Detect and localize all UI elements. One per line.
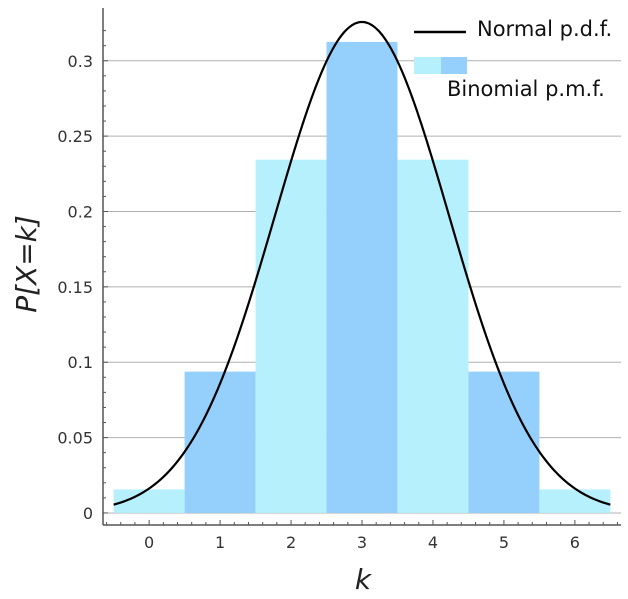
pmf-bar-4 <box>397 159 469 513</box>
x-tick-label-1: 1 <box>215 533 225 552</box>
y-tick-label-4: 0.2 <box>68 202 93 221</box>
pmf-bar-3 <box>326 41 398 513</box>
legend-bar-label: Binomial p.m.f. <box>447 77 605 101</box>
y-tick-label-3: 0.15 <box>57 278 93 297</box>
legend-bar-swatch-dark <box>441 57 467 74</box>
y-tick-label-6: 0.3 <box>68 52 93 71</box>
pmf-bar-2 <box>255 159 327 513</box>
pmf-bars <box>113 41 611 513</box>
legend-line-label: Normal p.d.f. <box>477 17 612 41</box>
x-tick-label-2: 2 <box>286 533 296 552</box>
axes <box>102 8 621 526</box>
y-axis-title: P[X=k] <box>10 215 43 313</box>
x-tick-label-3: 3 <box>357 533 367 552</box>
pmf-bar-0 <box>113 489 185 513</box>
x-tick-label-5: 5 <box>499 533 509 552</box>
y-tick-label-5: 0.25 <box>57 127 93 146</box>
pmf-bar-5 <box>468 371 540 513</box>
y-tick-label-0: 0 <box>83 504 93 523</box>
y-tick-label-2: 0.1 <box>68 353 93 372</box>
legend: Normal p.d.f. Binomial p.m.f. <box>414 17 612 101</box>
legend-bar-swatch-light <box>414 57 441 74</box>
pmf-bar-6 <box>539 489 611 513</box>
normal-pdf-curve <box>113 20 611 506</box>
pdf-curve-group <box>113 20 611 506</box>
pmf-bar-1 <box>184 371 256 513</box>
y-tick-label-1: 0.05 <box>57 429 93 448</box>
x-tick-label-4: 4 <box>428 533 438 552</box>
tick-labels: 0 1 2 3 4 5 6 0 0.05 0.1 0.15 0.2 0.25 0.3 <box>57 52 580 552</box>
x-axis-title: k <box>355 563 373 596</box>
x-tick-label-6: 6 <box>570 533 580 552</box>
x-tick-label-0: 0 <box>144 533 154 552</box>
